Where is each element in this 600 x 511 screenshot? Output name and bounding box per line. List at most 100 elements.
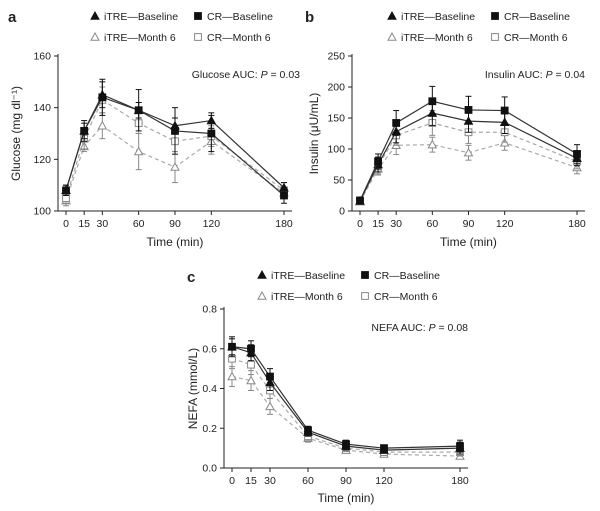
- series-cr-baseline: [356, 85, 581, 205]
- legend-marker-cr-month6: [361, 292, 369, 300]
- data-point: [463, 147, 474, 157]
- data-point: [280, 191, 288, 200]
- data-point: [228, 342, 236, 351]
- legend-marker-itre-baseline: [387, 10, 397, 20]
- x-tick-label: 30: [264, 475, 276, 487]
- legend-marker-cr-month6: [194, 33, 202, 41]
- y-tick-label: 150: [327, 113, 345, 125]
- legend-label-itre-baseline: iTRE—Baseline: [104, 11, 178, 23]
- legend-label-cr-baseline: CR—Baseline: [207, 11, 273, 23]
- auc-prefix: Insulin AUC:: [485, 69, 546, 81]
- legend-marker-itre-baseline: [257, 269, 267, 279]
- legend-marker-cr-baseline: [194, 12, 202, 20]
- legend-label-itre-baseline: iTRE—Baseline: [271, 270, 345, 282]
- x-tick-label: 15: [78, 218, 90, 230]
- x-axis-title: Time (min): [147, 235, 204, 249]
- x-tick-label: 60: [133, 218, 145, 230]
- x-tick-label: 120: [375, 475, 393, 487]
- y-axis-title: NEFA (mmol/L): [186, 348, 200, 429]
- x-tick-label: 180: [568, 218, 586, 230]
- legend-marker-cr-baseline: [361, 271, 369, 279]
- x-tick-label: 90: [463, 218, 475, 230]
- data-point: [134, 106, 143, 115]
- data-point: [97, 120, 108, 130]
- series-line: [231, 346, 461, 449]
- y-tick-label: 100: [327, 144, 345, 156]
- data-point: [80, 127, 89, 135]
- auc-p-symbol: P: [429, 322, 436, 334]
- data-point: [356, 196, 364, 205]
- legend-marker-itre-month6: [90, 31, 100, 41]
- data-point: [573, 150, 581, 158]
- data-point: [392, 119, 401, 127]
- legend-marker-cr-baseline: [491, 12, 499, 20]
- y-tick-label: 0.8: [202, 304, 217, 316]
- x-tick-label: 90: [340, 475, 352, 487]
- y-axis-title: Insulin (μU/mL): [307, 93, 321, 175]
- x-axis-title: Time (min): [440, 235, 497, 249]
- legend-marker-itre-month6: [257, 290, 267, 300]
- data-point: [427, 139, 438, 149]
- x-tick-label: 120: [203, 218, 221, 230]
- legend-label-cr-month6: CR—Month 6: [504, 32, 568, 44]
- y-tick-label: 0.2: [202, 423, 217, 435]
- panel-label: a: [8, 9, 17, 26]
- y-tick-label: 250: [327, 51, 345, 63]
- y-tick-label: 140: [33, 102, 51, 114]
- x-tick-label: 0: [357, 218, 363, 230]
- data-point: [133, 146, 144, 156]
- data-point: [247, 360, 255, 369]
- legend-marker-itre-baseline: [90, 10, 100, 20]
- legend-label-itre-month6: iTRE—Month 6: [104, 32, 176, 44]
- x-tick-label: 30: [96, 218, 108, 230]
- auc-annotation: NEFA AUC: P = 0.08: [371, 322, 468, 334]
- data-point: [265, 401, 275, 411]
- data-point: [464, 106, 473, 114]
- data-point: [98, 93, 107, 102]
- chart-panel-a: a iTRE—Baseline CR—Baseline iTRE—Month 6 CR—…: [8, 9, 300, 249]
- y-tick-label: 200: [327, 82, 345, 94]
- x-tick-label: 0: [229, 475, 235, 487]
- data-point: [374, 157, 382, 166]
- y-tick-label: 0.0: [202, 463, 217, 475]
- series-cr-baseline: [62, 78, 288, 204]
- legend-label-cr-baseline: CR—Baseline: [504, 11, 570, 23]
- data-point: [266, 372, 274, 381]
- y-axis-title: Glucose (mg dl⁻¹): [9, 86, 23, 181]
- auc-prefix: Glucose AUC:: [192, 69, 261, 81]
- y-tick-label: 50: [333, 175, 345, 187]
- x-tick-label: 120: [496, 218, 514, 230]
- legend-label-itre-month6: iTRE—Month 6: [401, 32, 473, 44]
- legend-label-cr-baseline: CR—Baseline: [374, 270, 440, 282]
- y-tick-label: 0: [339, 206, 345, 218]
- x-tick-label: 60: [302, 475, 314, 487]
- data-point: [171, 127, 179, 135]
- legend-marker-itre-month6: [387, 31, 397, 41]
- x-axis-title: Time (min): [318, 491, 375, 505]
- x-tick-label: 0: [63, 218, 69, 230]
- auc-p-value: = 0.04: [553, 69, 586, 81]
- legend-label-cr-month6: CR—Month 6: [207, 32, 271, 44]
- chart-panel-b: b iTRE—Baseline CR—Baseline iTRE—Month 6 CR—…: [305, 9, 586, 249]
- y-tick-label: 160: [33, 51, 51, 63]
- legend-label-cr-month6: CR—Month 6: [374, 291, 438, 303]
- x-tick-label: 60: [426, 218, 438, 230]
- series-itre-baseline: [227, 338, 465, 455]
- legend-marker-cr-month6: [491, 33, 499, 41]
- y-tick-label: 100: [33, 206, 51, 218]
- series-line: [231, 346, 461, 451]
- data-point: [227, 371, 237, 381]
- data-point: [500, 106, 509, 115]
- data-point: [170, 162, 180, 171]
- y-tick-label: 0.4: [202, 383, 217, 395]
- panel-label: c: [187, 269, 195, 286]
- y-tick-label: 120: [33, 154, 51, 166]
- x-tick-label: 15: [372, 218, 384, 230]
- panel-label: b: [305, 9, 314, 26]
- data-point: [247, 344, 255, 353]
- data-point: [304, 426, 312, 435]
- data-point: [62, 186, 70, 195]
- x-tick-label: 180: [275, 218, 293, 230]
- x-tick-label: 180: [451, 475, 469, 487]
